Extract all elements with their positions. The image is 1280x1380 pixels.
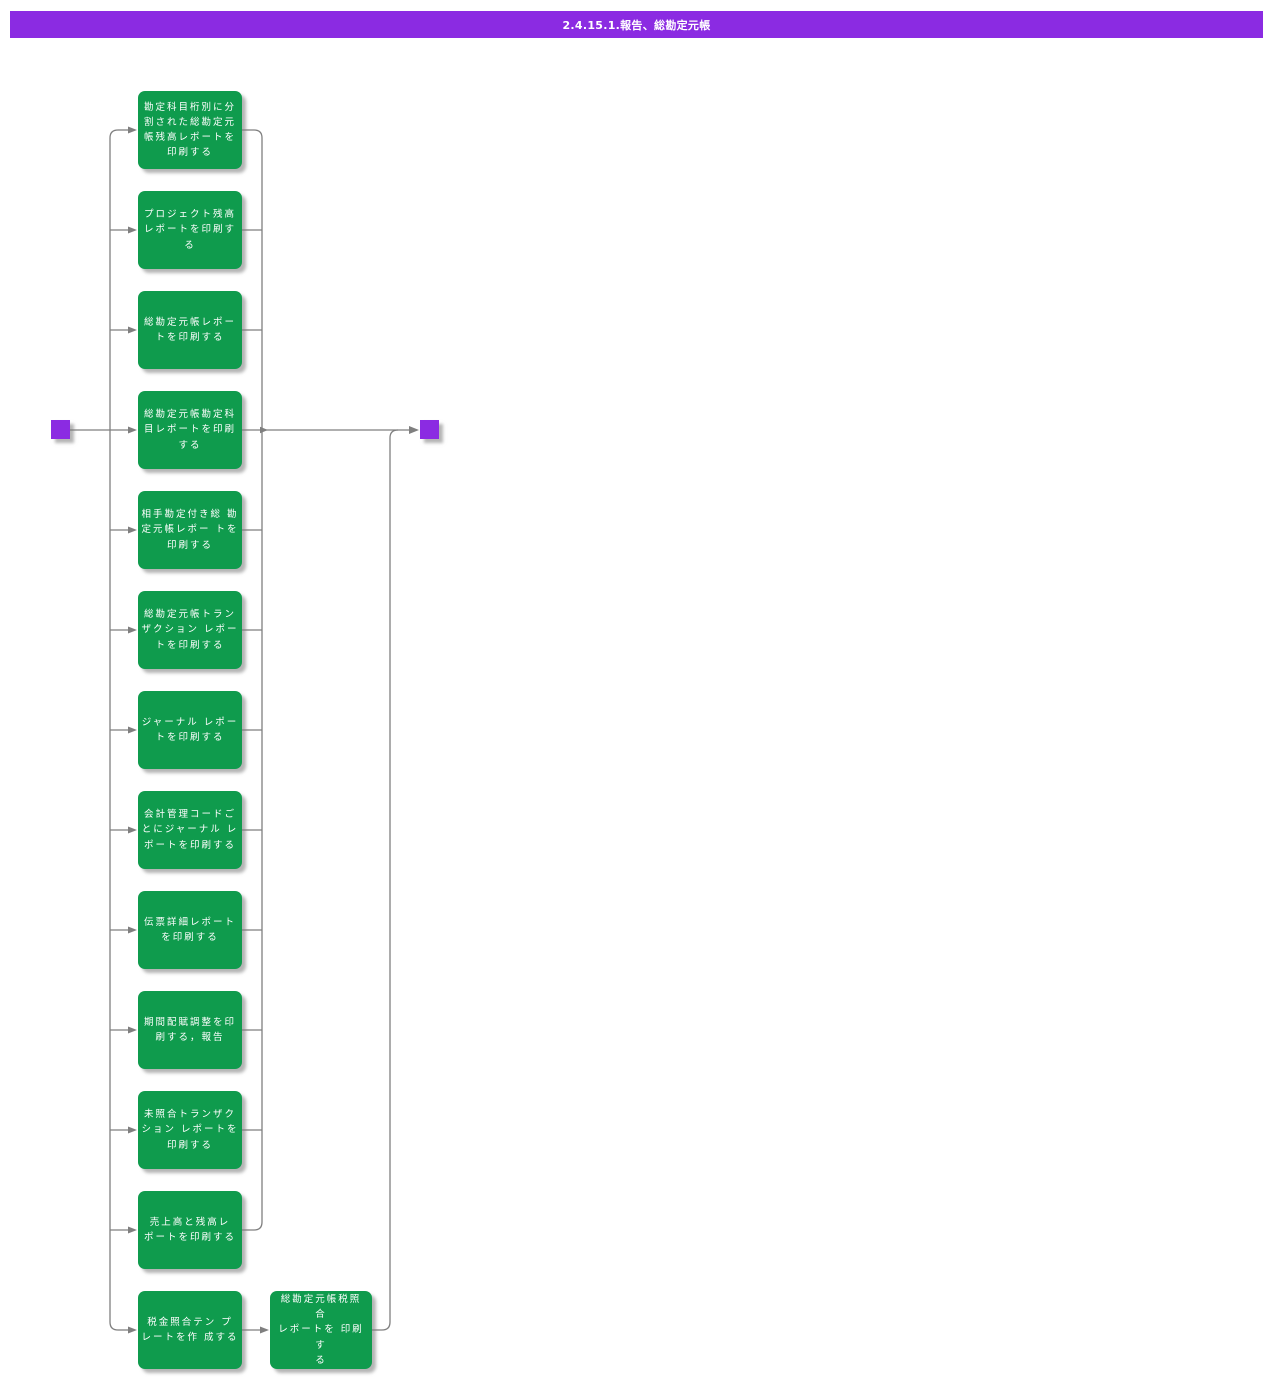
task-box-4-label: 総勘定元帳勘定科 目レポートを印刷 する [143,409,236,451]
task-box-6-label: 総勘定元帳トラン ザクション レポー トを印刷する [141,609,239,651]
task-box-5[interactable]: 相手勘定付き総 勘 定元帳レポー トを 印刷する [138,491,242,569]
task-box-1-label: 勘定科目桁別に分 割された総勘定元 帳残高レポートを 印刷する [143,101,236,159]
task-box-14-label: 総勘定元帳税照 合 レポートを 印刷す る [278,1294,364,1366]
diagram-title-bar: 2.4.15.1.報告、総勘定元帳 [10,11,1263,38]
connector-group [69,129,410,1331]
arrow-row11 [128,1126,137,1134]
arrow-row1 [128,126,137,134]
arrow-row3 [128,326,137,334]
task-box-8-label: 会計管理コードご とにジャーナル レ ポートを印刷する [141,809,239,851]
arrow-row5 [128,526,137,534]
task-box-12-label: 売上高と残高レ ポートを印刷する [143,1216,236,1243]
task-box-7[interactable]: ジャーナル レポー トを印刷する [138,691,242,769]
arrow-row4 [128,426,137,434]
task-box-11[interactable]: 未照合トランザク ション レポートを 印刷する [138,1091,242,1169]
task-box-8[interactable]: 会計管理コードご とにジャーナル レ ポートを印刷する [138,791,242,869]
task-box-14[interactable]: 総勘定元帳税照 合 レポートを 印刷す る [270,1291,372,1369]
task-box-9[interactable]: 伝票詳細レポート を印刷する [138,891,242,969]
task-box-5-label: 相手勘定付き総 勘 定元帳レポー トを 印刷する [141,509,239,551]
arrow-into-box14 [260,1326,269,1334]
task-box-6[interactable]: 総勘定元帳トラン ザクション レポー トを印刷する [138,591,242,669]
task-box-12[interactable]: 売上高と残高レ ポートを印刷する [138,1191,242,1269]
start-node [51,420,70,439]
task-box-10[interactable]: 期間配賦調整を印 刷する，報告 [138,991,242,1069]
task-box-10-label: 期間配賦調整を印 刷する，報告 [143,1016,236,1043]
arrow-row9 [128,926,137,934]
arrow-merge [260,426,268,434]
arrow-row2 [128,226,137,234]
task-box-3[interactable]: 総勘定元帳レポー トを印刷する [138,291,242,369]
box14-return-connector [372,429,399,1331]
task-box-7-label: ジャーナル レポー トを印刷する [141,716,239,743]
task-box-3-label: 総勘定元帳レポー トを印刷する [143,316,236,343]
task-box-4[interactable]: 総勘定元帳勘定科 目レポートを印刷 する [138,391,242,469]
arrowheads [128,126,419,1334]
task-box-11-label: 未照合トランザク ション レポートを 印刷する [141,1109,239,1151]
diagram-title: 2.4.15.1.報告、総勘定元帳 [562,18,711,32]
task-box-2[interactable]: プロジェクト残高 レポートを印刷す る [138,191,242,269]
end-node [420,420,439,439]
arrow-into-end [409,426,419,434]
task-box-2-label: プロジェクト残高 レポートを印刷す る [143,209,236,251]
task-box-9-label: 伝票詳細レポート を印刷する [143,916,236,943]
task-box-13-label: 税金照合テン プ レートを作 成する [141,1316,239,1343]
arrow-row6 [128,626,137,634]
arrow-row8 [128,826,137,834]
arrow-row10 [128,1026,137,1034]
arrow-row7 [128,726,137,734]
task-box-1[interactable]: 勘定科目桁別に分 割された総勘定元 帳残高レポートを 印刷する [138,91,242,169]
task-box-13[interactable]: 税金照合テン プ レートを作 成する [138,1291,242,1369]
arrow-row13 [128,1326,137,1334]
arrow-row12 [128,1226,137,1234]
right-collector-connector [242,129,263,1231]
